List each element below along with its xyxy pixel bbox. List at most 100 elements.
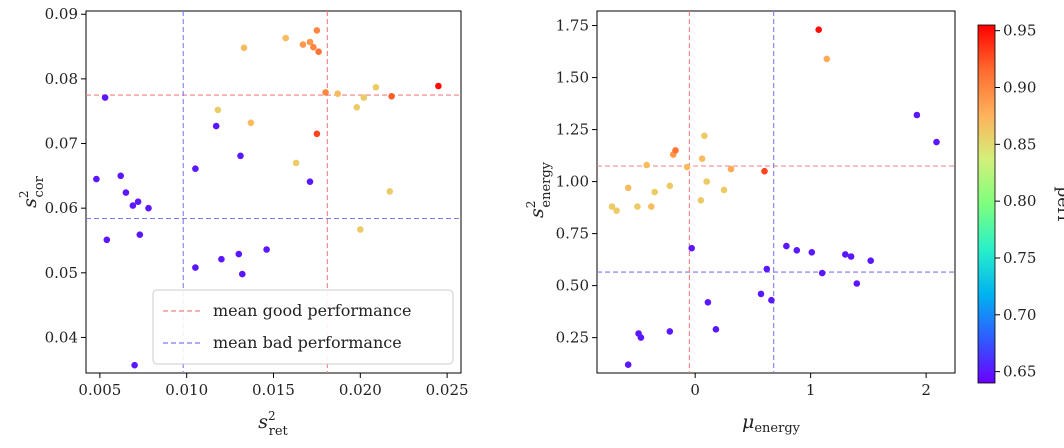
left-points xyxy=(93,27,442,369)
left-y-tick-label: 0.05 xyxy=(45,264,78,282)
right-data-point xyxy=(867,257,874,265)
right-data-point xyxy=(648,203,655,210)
left-y-tick-label: 0.04 xyxy=(45,328,78,346)
right-data-point xyxy=(666,328,674,335)
right-data-point xyxy=(634,203,641,210)
colorbar-tick-label: 0.80 xyxy=(1003,192,1036,210)
left-data-point xyxy=(134,198,142,205)
right-x-tick-label: 2 xyxy=(921,381,931,399)
right-plot-frame xyxy=(596,10,956,374)
colorbar-label: perf xyxy=(1053,186,1064,223)
right-x-tick-label: 1 xyxy=(806,381,816,399)
right-data-point xyxy=(666,182,674,190)
left-data-point xyxy=(306,38,314,46)
left-data-point xyxy=(322,89,329,96)
left-y-tick-label: 0.09 xyxy=(45,5,78,23)
left-data-point xyxy=(372,84,380,91)
right-data-point xyxy=(608,203,616,210)
left-x-tick-label: 0.015 xyxy=(252,381,295,399)
right-data-point xyxy=(761,167,768,175)
left-data-point xyxy=(435,82,442,90)
right-y-tick-label: 0.25 xyxy=(556,329,589,347)
left-y-axis-label: s2cor xyxy=(17,175,47,208)
left-y-tick-label: 0.07 xyxy=(45,135,78,153)
right-y-tick-label: 0.50 xyxy=(556,277,589,295)
left-x-ticks: 0.005 0.010 0.015 0.020 0.025 xyxy=(78,373,469,399)
left-data-point xyxy=(386,188,394,195)
left-data-point xyxy=(247,119,255,127)
left-x-axis-label: s2 ret xyxy=(258,409,288,439)
right-data-point xyxy=(815,26,822,33)
right-mean-lines xyxy=(597,11,955,373)
legend: mean good performance mean bad performan… xyxy=(152,289,454,365)
right-y-tick-label: 1.75 xyxy=(556,17,589,35)
right-data-point xyxy=(624,184,632,192)
left-data-point xyxy=(306,178,314,185)
colorbar-tick-label: 0.75 xyxy=(1003,249,1036,267)
right-data-point xyxy=(720,186,728,194)
left-data-point xyxy=(313,130,321,138)
right-y-tick-label: 1.25 xyxy=(556,121,589,139)
right-data-point xyxy=(933,138,940,146)
left-data-point xyxy=(129,202,137,209)
left-data-point xyxy=(315,48,322,55)
left-y-tick-label: 0.06 xyxy=(45,199,78,217)
right-data-point xyxy=(768,296,775,304)
left-data-point xyxy=(360,94,368,101)
left-data-point xyxy=(192,264,199,271)
right-data-point xyxy=(624,361,632,369)
right-data-point xyxy=(818,269,826,277)
right-y-tick-label: 1.00 xyxy=(556,173,589,191)
left-data-point xyxy=(282,34,290,42)
left-x-tick-label: 0.020 xyxy=(339,381,382,399)
legend-box xyxy=(152,289,454,365)
left-mean-lines xyxy=(86,11,461,373)
right-data-point xyxy=(913,111,921,119)
right-y-axis-label: s2energy xyxy=(524,161,554,218)
left-data-point xyxy=(334,90,342,97)
left-data-point xyxy=(235,250,243,258)
colorbar-ticks: 0.65 0.70 0.75 0.80 0.85 0.90 0.95 xyxy=(995,22,1036,381)
left-data-point xyxy=(357,226,364,233)
left-data-point xyxy=(131,361,138,369)
colorbar-tick-label: 0.90 xyxy=(1003,79,1036,97)
right-data-point xyxy=(613,207,620,214)
right-data-point xyxy=(683,163,691,171)
right-data-point xyxy=(783,242,790,250)
left-data-point xyxy=(103,236,111,244)
right-data-point xyxy=(688,244,695,252)
left-data-point xyxy=(214,106,222,114)
right-data-point xyxy=(701,132,708,140)
colorbar-tick-label: 0.85 xyxy=(1003,135,1036,153)
right-data-point xyxy=(793,247,801,254)
left-y-tick-label: 0.08 xyxy=(45,70,78,88)
left-data-point xyxy=(263,246,270,253)
right-data-point xyxy=(847,253,855,260)
left-data-point xyxy=(353,104,361,111)
left-x-tick-label: 0.005 xyxy=(78,381,121,399)
right-data-point xyxy=(704,299,712,306)
left-data-point xyxy=(212,122,220,130)
right-y-ticks: 0.25 0.50 0.75 1.00 1.25 1.50 1.75 xyxy=(556,17,597,347)
colorbar-tick-label: 0.70 xyxy=(1003,306,1036,324)
colorbar: 0.65 0.70 0.75 0.80 0.85 0.90 0.95 perf xyxy=(977,22,1064,384)
left-data-point xyxy=(218,255,225,263)
right-data-point xyxy=(727,165,735,173)
right-data-point xyxy=(672,147,679,154)
left-x-tick-label: 0.025 xyxy=(426,381,469,399)
right-y-tick-label: 0.75 xyxy=(556,225,589,243)
left-scatter-panel: 0.005 0.010 0.015 0.020 0.025 0.040.050.060.… xyxy=(17,5,469,439)
right-x-tick-label: 0 xyxy=(690,381,700,399)
left-data-point xyxy=(313,27,321,34)
left-data-point xyxy=(101,94,109,101)
right-data-point xyxy=(853,280,861,287)
right-x-axis-label: μenergy xyxy=(742,411,801,436)
right-data-point xyxy=(698,155,706,162)
right-points xyxy=(608,26,940,369)
left-data-point xyxy=(310,43,317,51)
left-data-point xyxy=(192,165,199,172)
left-data-point xyxy=(240,44,248,52)
legend-bad-label: mean bad performance xyxy=(213,333,402,352)
right-scatter-panel: 0 1 2 0.25 0.50 0.75 1.00 1.25 1.50 1.75 μenergy… xyxy=(524,10,956,436)
